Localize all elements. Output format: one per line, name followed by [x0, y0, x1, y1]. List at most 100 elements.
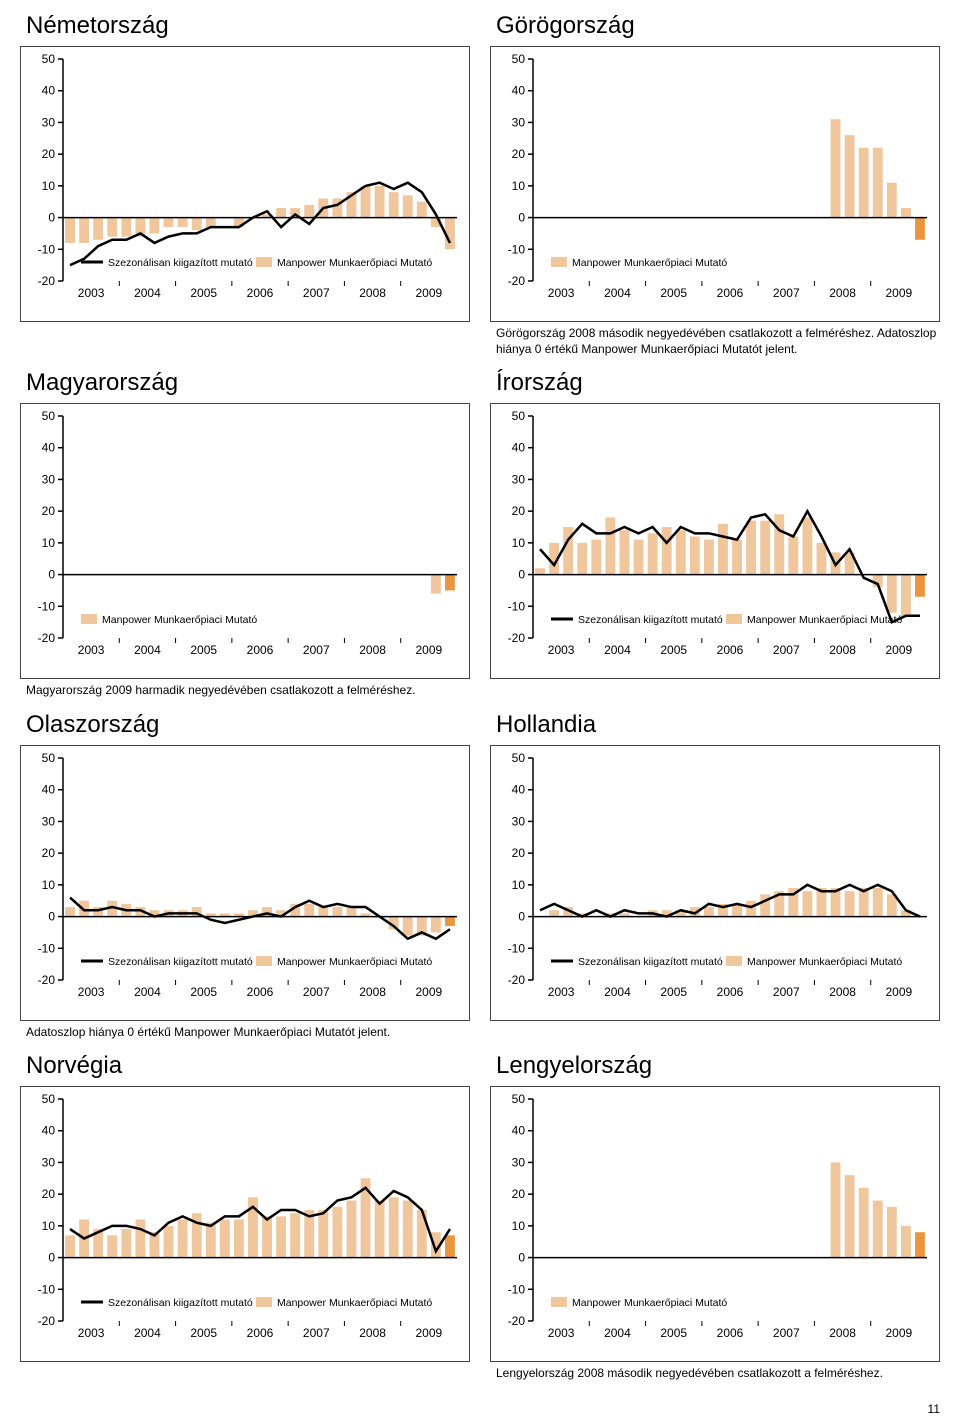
svg-text:Manpower Munkaerőpiaci Mutató: Manpower Munkaerőpiaci Mutató: [102, 614, 257, 626]
bar: [234, 1220, 244, 1258]
bar: [332, 1207, 342, 1258]
svg-text:-20: -20: [38, 274, 56, 288]
svg-text:-20: -20: [38, 973, 56, 987]
svg-text:2005: 2005: [660, 1326, 687, 1340]
svg-text:Szezonálisan kiigazított mutat: Szezonálisan kiigazított mutató: [108, 1297, 253, 1309]
svg-text:30: 30: [42, 1156, 56, 1170]
chart-title: Görögország: [496, 12, 940, 40]
svg-text:40: 40: [42, 84, 56, 98]
svg-text:50: 50: [42, 409, 56, 423]
svg-text:20: 20: [42, 147, 56, 161]
svg-text:2006: 2006: [717, 1326, 744, 1340]
svg-text:-10: -10: [508, 242, 526, 256]
bar: [549, 910, 559, 916]
svg-text:-10: -10: [508, 599, 526, 613]
svg-text:40: 40: [42, 782, 56, 796]
svg-text:10: 10: [512, 1219, 526, 1233]
bar: [389, 192, 399, 217]
svg-text:2004: 2004: [134, 643, 161, 657]
bar: [648, 534, 658, 575]
bar: [65, 218, 75, 243]
bar: [901, 208, 911, 218]
bar: [431, 916, 441, 932]
svg-text:0: 0: [48, 568, 55, 582]
bar: [802, 518, 812, 575]
bar: [445, 575, 455, 591]
svg-text:2007: 2007: [303, 985, 330, 999]
svg-text:50: 50: [512, 1092, 526, 1106]
svg-text:40: 40: [512, 441, 526, 455]
svg-text:2004: 2004: [134, 286, 161, 300]
svg-text:-20: -20: [508, 274, 526, 288]
bar: [79, 218, 89, 243]
svg-text:Manpower Munkaerőpiaci Mutató: Manpower Munkaerőpiaci Mutató: [747, 956, 902, 968]
bar: [65, 1236, 75, 1258]
bar: [873, 1201, 883, 1258]
bar: [704, 540, 714, 575]
bar: [591, 540, 601, 575]
svg-text:50: 50: [42, 1092, 56, 1106]
svg-text:2007: 2007: [773, 286, 800, 300]
svg-text:50: 50: [512, 409, 526, 423]
svg-text:-20: -20: [38, 1314, 56, 1328]
svg-text:2003: 2003: [78, 643, 105, 657]
svg-text:2006: 2006: [717, 643, 744, 657]
svg-text:2006: 2006: [247, 1326, 274, 1340]
bar: [887, 1207, 897, 1258]
bar: [746, 900, 756, 916]
svg-text:0: 0: [518, 211, 525, 225]
svg-text:-20: -20: [508, 973, 526, 987]
bar: [276, 1217, 286, 1258]
svg-text:-10: -10: [38, 941, 56, 955]
svg-text:10: 10: [512, 878, 526, 892]
svg-text:50: 50: [512, 751, 526, 765]
svg-text:2006: 2006: [717, 286, 744, 300]
svg-text:40: 40: [512, 1124, 526, 1138]
svg-text:Szezonálisan kiigazított mutat: Szezonálisan kiigazított mutató: [578, 614, 723, 626]
svg-text:0: 0: [518, 568, 525, 582]
chart-panel: -20-100102030405020032004200520062007200…: [490, 403, 940, 679]
svg-text:40: 40: [512, 782, 526, 796]
bar: [107, 218, 117, 237]
bar: [347, 1201, 357, 1258]
bar: [873, 148, 883, 218]
svg-text:2007: 2007: [773, 643, 800, 657]
bar: [347, 907, 357, 917]
bar: [389, 1198, 399, 1258]
bar: [915, 218, 925, 240]
svg-text:50: 50: [42, 52, 56, 66]
svg-text:-10: -10: [38, 599, 56, 613]
bar: [760, 894, 770, 916]
bar: [276, 208, 286, 218]
bar: [332, 907, 342, 917]
svg-text:2006: 2006: [247, 286, 274, 300]
bar: [620, 530, 630, 574]
svg-text:30: 30: [512, 814, 526, 828]
bar: [178, 1220, 188, 1258]
chart-title: Lengyelország: [496, 1052, 940, 1080]
svg-text:2004: 2004: [604, 985, 631, 999]
svg-text:2006: 2006: [247, 985, 274, 999]
chart-panel: -20-100102030405020032004200520062007200…: [490, 46, 940, 322]
svg-text:2004: 2004: [604, 1326, 631, 1340]
bar: [178, 218, 188, 228]
svg-text:20: 20: [42, 1188, 56, 1202]
svg-text:40: 40: [42, 441, 56, 455]
svg-text:2005: 2005: [190, 985, 217, 999]
svg-text:20: 20: [512, 1188, 526, 1202]
bar: [318, 907, 328, 917]
svg-text:2009: 2009: [886, 286, 913, 300]
svg-text:2005: 2005: [660, 985, 687, 999]
svg-text:2009: 2009: [886, 985, 913, 999]
svg-text:30: 30: [42, 814, 56, 828]
svg-text:Manpower Munkaerőpiaci Mutató: Manpower Munkaerőpiaci Mutató: [277, 257, 432, 269]
svg-text:20: 20: [42, 504, 56, 518]
svg-text:0: 0: [48, 909, 55, 923]
svg-text:2008: 2008: [359, 643, 386, 657]
bar: [802, 891, 812, 916]
bar: [845, 891, 855, 916]
bar: [915, 575, 925, 597]
svg-text:-20: -20: [508, 631, 526, 645]
svg-text:0: 0: [518, 909, 525, 923]
bar: [206, 1223, 216, 1258]
